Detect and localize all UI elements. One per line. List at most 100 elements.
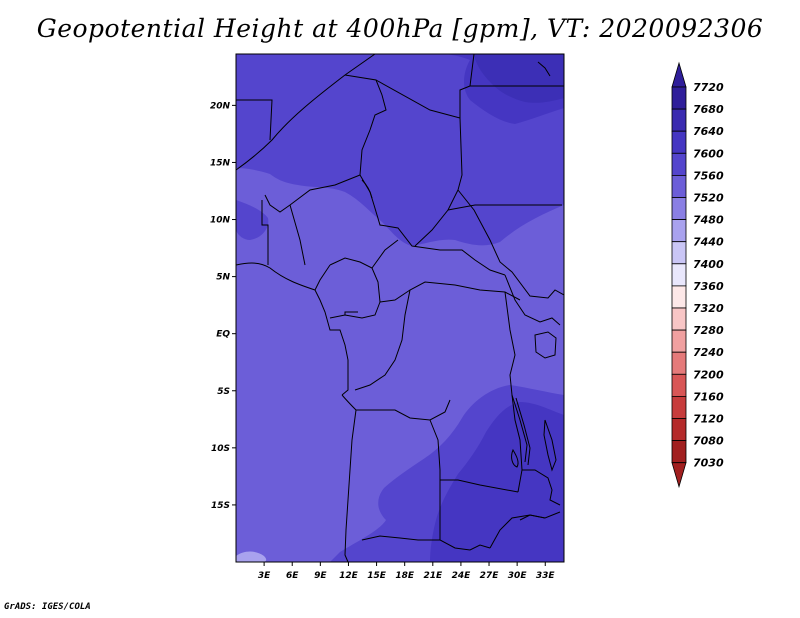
lake-victoria: [534, 331, 557, 359]
lon-tick-label: 18E: [395, 571, 415, 581]
border-line: [459, 54, 475, 118]
border-line: [457, 189, 564, 299]
lake-tanganyika: [515, 397, 531, 466]
border-line: [341, 394, 451, 421]
lon-tick-label: 24E: [452, 571, 472, 581]
lon-tick-label: 27E: [480, 571, 500, 581]
lake-tanganyika: [511, 394, 528, 463]
border-line: [236, 54, 376, 171]
border-line: [329, 257, 521, 303]
colorbar-swatch: [671, 418, 687, 442]
colorbar-swatch: [671, 373, 687, 397]
colorbar-level-label: 7080: [693, 435, 724, 448]
border-line: [329, 301, 381, 319]
lat-tick-label: 15S: [211, 501, 230, 511]
credit-label: GrADS: IGES/COLA: [4, 602, 91, 612]
height-field: [236, 54, 564, 562]
lon-tick-label: 6E: [286, 571, 299, 581]
colorbar-top-arrow: [671, 61, 687, 88]
colorbar-swatch: [671, 395, 687, 419]
colorbar-level-label: 7720: [693, 81, 724, 94]
colorbar-level-label: 7560: [693, 169, 724, 182]
colorbar-level-label: 7360: [693, 280, 724, 293]
coastline: [236, 262, 316, 291]
colorbar-swatch: [671, 174, 687, 198]
border-line: [361, 535, 440, 541]
map-frame: [235, 53, 565, 563]
colorbar-swatch: [671, 440, 687, 464]
lat-tick-label: EQ: [216, 330, 230, 340]
colorbar-level-label: 7600: [693, 147, 724, 160]
lon-tick-label: 9E: [314, 571, 327, 581]
colorbar-level-label: 7400: [693, 258, 724, 271]
border-line: [447, 204, 562, 211]
colorbar-swatch: [671, 351, 687, 375]
latitude-axis: 20N 15N 10N 5N EQ 5S 10S 15S: [210, 101, 236, 511]
colorbar-swatch: [671, 108, 687, 132]
border-line: [375, 79, 463, 247]
field-7560-band-west: [236, 200, 269, 240]
border-line: [489, 511, 561, 549]
border-line: [236, 99, 273, 141]
lat-tick-label: 15N: [210, 158, 231, 168]
colorbar-level-label: 7160: [693, 390, 724, 403]
colorbar-bottom-arrow: [671, 462, 687, 489]
lon-tick-label: 33E: [536, 571, 556, 581]
border-line: [261, 200, 269, 265]
border-line: [354, 289, 411, 391]
colorbar-level-label: 7200: [693, 368, 724, 381]
coastline: [344, 409, 357, 562]
border-line: [344, 311, 358, 315]
colorbar-swatch: [671, 329, 687, 353]
lon-tick-label: 15E: [367, 571, 387, 581]
border-line: [371, 239, 399, 269]
border-line: [373, 204, 506, 276]
colorbar-level-label: 7520: [693, 192, 724, 205]
colorbar-swatch: [671, 86, 687, 110]
border-line: [519, 514, 546, 521]
border-line: [522, 469, 561, 506]
lat-tick-label: 5S: [217, 387, 230, 397]
colorbar-swatch: [671, 152, 687, 176]
colorbar-swatch: [671, 219, 687, 243]
colorbar-level-label: 7640: [693, 125, 724, 138]
lon-tick-label: 12E: [339, 571, 359, 581]
colorbar-swatch: [671, 197, 687, 221]
colorbar-level-label: 7120: [693, 413, 724, 426]
lon-tick-label: 21E: [423, 571, 443, 581]
lake-malawi: [543, 419, 557, 472]
field-7640-band-north: [474, 54, 564, 103]
colorbar-level-label: 7280: [693, 324, 724, 337]
colorbar-level-label: 7030: [693, 457, 724, 470]
lake-chad: [361, 179, 373, 199]
colorbar: 7720 7680 7640 7600 7560 7520 7480 7440 7400 7360…: [671, 61, 724, 489]
lat-tick-label: 10S: [211, 444, 230, 454]
coastline: [537, 61, 551, 77]
colorbar-swatch: [671, 263, 687, 287]
lon-tick-label: 30E: [508, 571, 528, 581]
field-7600-band-south: [430, 402, 564, 562]
colorbar-level-label: 7480: [693, 214, 724, 227]
colorbar-level-label: 7440: [693, 236, 724, 249]
lon-tick-label: 3E: [258, 571, 271, 581]
colorbar-level-label: 7320: [693, 302, 724, 315]
longitude-axis: 3E 6E 9E 12E 15E 18E 21E 24E 27E 30E 33E: [258, 562, 556, 581]
border-line: [439, 480, 491, 551]
chart-title: Geopotential Height at 400hPa [gpm], VT:…: [36, 14, 764, 43]
country-borders: [236, 54, 564, 562]
field-7480-blob-southwest: [236, 551, 267, 562]
colorbar-swatch: [671, 130, 687, 154]
colorbar-level-label: 7680: [693, 103, 724, 116]
colorbar-swatch: [671, 285, 687, 309]
border-line: [289, 204, 306, 266]
lat-tick-label: 5N: [216, 273, 230, 283]
border-line: [314, 264, 349, 396]
lat-tick-label: 10N: [210, 216, 231, 226]
lake-mweru: [511, 448, 519, 468]
border-line: [504, 274, 561, 326]
colorbar-swatch: [671, 307, 687, 331]
lat-tick-label: 20N: [210, 101, 231, 111]
colorbar-swatch: [671, 241, 687, 265]
colorbar-level-label: 7240: [693, 346, 724, 359]
